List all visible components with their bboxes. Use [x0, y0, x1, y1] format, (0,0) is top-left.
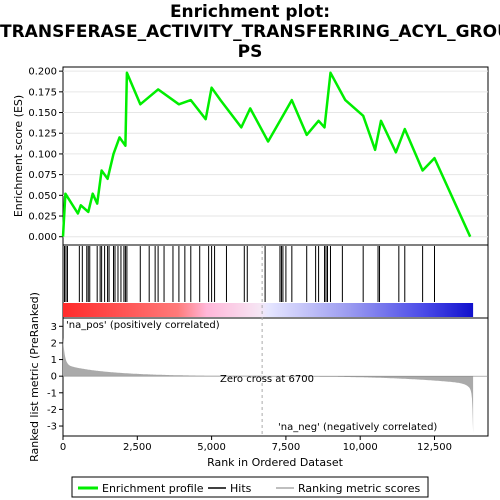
metric-ytick-label: -2	[47, 405, 57, 416]
x-axis-label: Rank in Ordered Dataset	[207, 456, 344, 469]
es-ytick-label: 0.050	[28, 191, 57, 202]
positive-correlation-label: 'na_pos' (positively correlated)	[66, 320, 220, 331]
xtick-label: 10,000	[343, 442, 378, 453]
es-ytick-label: 0.125	[28, 129, 57, 140]
chart-title: Enrichment plot: TRANSFERASE_ACTIVITY_TR…	[0, 2, 500, 62]
metric-axis-label: Ranked list metric (PreRanked)	[28, 292, 41, 462]
metric-ytick-label: 0	[51, 372, 57, 383]
xtick-label: 12,500	[417, 442, 452, 453]
metric-ytick-label: -1	[47, 388, 57, 399]
xtick-label: 0	[60, 442, 66, 453]
es-axis-label: Enrichment score (ES)	[12, 95, 25, 217]
xtick-label: 5,000	[197, 442, 226, 453]
es-ytick-label: 0.025	[28, 212, 57, 223]
legend	[71, 476, 429, 498]
zero-cross-label: Zero cross at 6700	[220, 374, 314, 385]
metric-ytick-label: -3	[47, 422, 57, 433]
metric-ytick-label: 1	[51, 355, 57, 366]
legend-metric-label: Ranking metric scores	[298, 482, 420, 495]
chart-title-line-2: TRANSFERASE_ACTIVITY_TRANSFERRING_ACYL_G…	[0, 22, 500, 42]
rank-color-bar	[63, 303, 474, 317]
es-ytick-label: 0.000	[28, 232, 57, 243]
xtick-label: 7,500	[272, 442, 301, 453]
metric-ytick-label: 2	[51, 338, 57, 349]
es-ytick-label: 0.150	[28, 108, 57, 119]
xtick-label: 2,500	[123, 442, 152, 453]
negative-correlation-label: 'na_neg' (negatively correlated)	[278, 422, 437, 433]
chart-title-line-1: Enrichment plot:	[169, 2, 331, 22]
legend-es-label: Enrichment profile	[102, 482, 204, 495]
es-ytick-label: 0.100	[28, 149, 57, 160]
es-ytick-label: 0.175	[28, 87, 57, 98]
es-ytick-label: 0.200	[28, 67, 57, 78]
legend-hits-label: Hits	[230, 482, 252, 495]
enrichment-profile-line	[61, 71, 472, 238]
chart-title-line-3: PS	[237, 42, 263, 62]
es-ytick-label: 0.075	[28, 170, 57, 181]
metric-ytick-label: 3	[51, 322, 57, 333]
